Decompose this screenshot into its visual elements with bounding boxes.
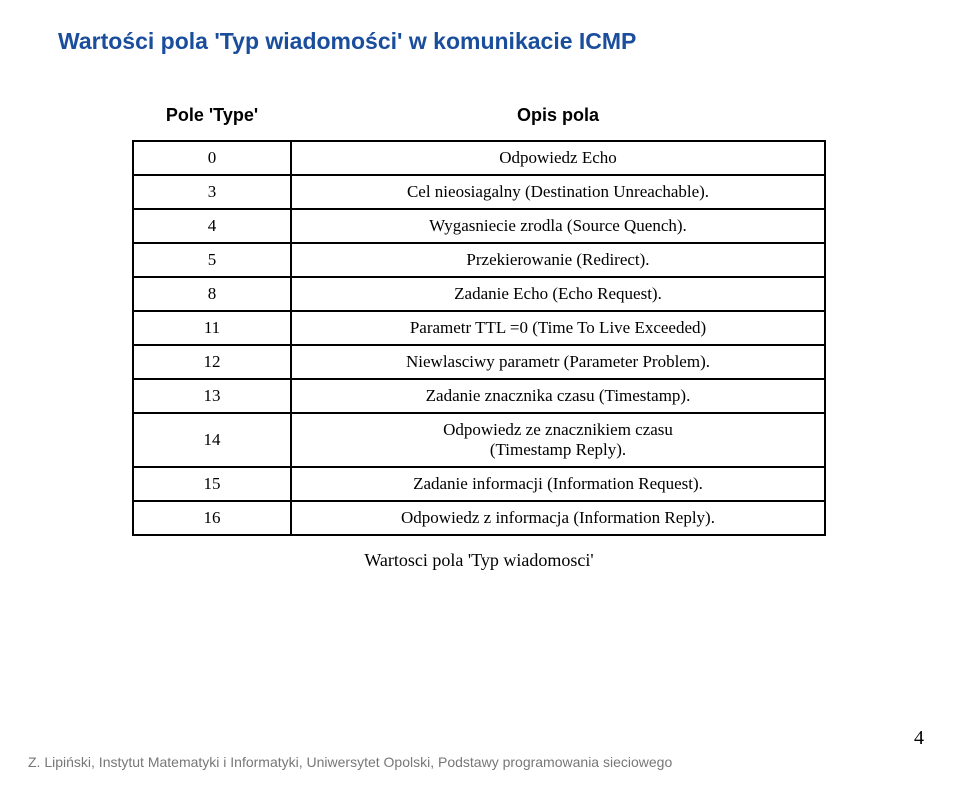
table-row: 14Odpowiedz ze znacznikiem czasu(Timesta… (133, 413, 825, 467)
cell-type: 0 (133, 141, 291, 175)
footer-text: Z. Lipiński, Instytut Matematyki i Infor… (28, 754, 672, 770)
table-row: 8Zadanie Echo (Echo Request). (133, 277, 825, 311)
cell-desc: Przekierowanie (Redirect). (291, 243, 825, 277)
cell-desc: Zadanie informacji (Information Request)… (291, 467, 825, 501)
cell-type: 13 (133, 379, 291, 413)
cell-type: 15 (133, 467, 291, 501)
table-row: 13Zadanie znacznika czasu (Timestamp). (133, 379, 825, 413)
table-row: 16Odpowiedz z informacja (Information Re… (133, 501, 825, 535)
cell-type: 16 (133, 501, 291, 535)
cell-type: 8 (133, 277, 291, 311)
cell-desc: Zadanie Echo (Echo Request). (291, 277, 825, 311)
cell-desc: Odpowiedz Echo (291, 141, 825, 175)
page-number: 4 (914, 727, 924, 750)
cell-desc: Niewlasciwy parametr (Parameter Problem)… (291, 345, 825, 379)
table-row: 4Wygasniecie zrodla (Source Quench). (133, 209, 825, 243)
cell-type: 14 (133, 413, 291, 467)
table-row: 15Zadanie informacji (Information Reques… (133, 467, 825, 501)
table-row: 3Cel nieosiagalny (Destination Unreachab… (133, 175, 825, 209)
cell-type: 5 (133, 243, 291, 277)
page-title: Wartości pola 'Typ wiadomości' w komunik… (58, 28, 960, 55)
cell-type: 11 (133, 311, 291, 345)
cell-desc: Parametr TTL =0 (Time To Live Exceeded) (291, 311, 825, 345)
cell-type: 12 (133, 345, 291, 379)
icmp-type-table: Pole 'Type' Opis pola 0Odpowiedz Echo3Ce… (132, 95, 826, 571)
table-row: 0Odpowiedz Echo (133, 141, 825, 175)
header-col-type: Pole 'Type' (133, 95, 291, 141)
cell-desc: Wygasniecie zrodla (Source Quench). (291, 209, 825, 243)
table-row: 12Niewlasciwy parametr (Parameter Proble… (133, 345, 825, 379)
header-col-desc: Opis pola (291, 95, 825, 141)
table: Pole 'Type' Opis pola 0Odpowiedz Echo3Ce… (132, 95, 826, 536)
table-row: 11Parametr TTL =0 (Time To Live Exceeded… (133, 311, 825, 345)
cell-desc: Cel nieosiagalny (Destination Unreachabl… (291, 175, 825, 209)
table-caption: Wartosci pola 'Typ wiadomosci' (132, 550, 826, 571)
cell-type: 4 (133, 209, 291, 243)
cell-desc: Odpowiedz ze znacznikiem czasu(Timestamp… (291, 413, 825, 467)
cell-type: 3 (133, 175, 291, 209)
table-header-row: Pole 'Type' Opis pola (133, 95, 825, 141)
cell-desc: Zadanie znacznika czasu (Timestamp). (291, 379, 825, 413)
cell-desc: Odpowiedz z informacja (Information Repl… (291, 501, 825, 535)
table-row: 5Przekierowanie (Redirect). (133, 243, 825, 277)
